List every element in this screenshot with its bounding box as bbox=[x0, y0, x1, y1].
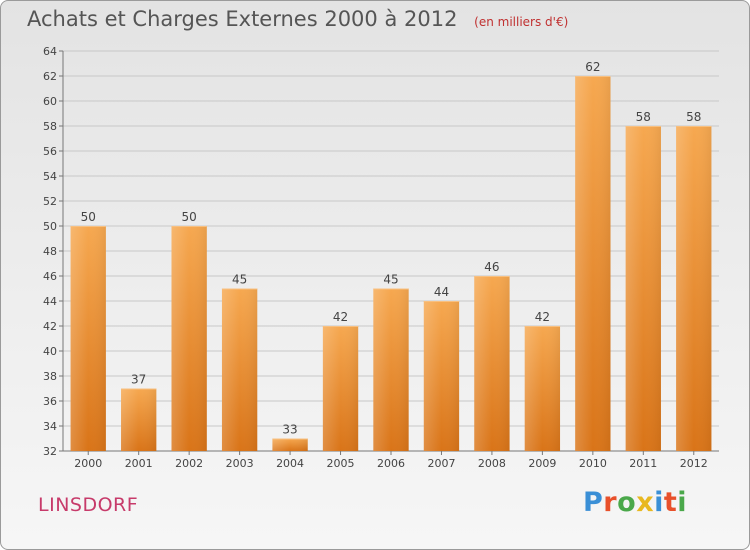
x-tick-label: 2007 bbox=[427, 457, 455, 470]
data-label: 58 bbox=[686, 110, 701, 124]
labels: 50 2000 37 2001 50 2002 45 2003 33 2004 42 2005 45 20… bbox=[74, 60, 708, 470]
bar-highlight bbox=[272, 438, 308, 451]
x-tick-label: 2004 bbox=[276, 457, 304, 470]
x-tick-label: 2000 bbox=[74, 457, 102, 470]
data-label: 45 bbox=[232, 273, 247, 287]
data-label: 45 bbox=[383, 273, 398, 287]
logo-letter: i bbox=[677, 487, 688, 518]
commune-name: LINSDORF bbox=[38, 494, 139, 516]
x-tick-label: 2009 bbox=[528, 457, 556, 470]
proxiti-logo[interactable]: Proxiti bbox=[583, 487, 687, 518]
x-tick-label: 2006 bbox=[377, 457, 405, 470]
data-label: 62 bbox=[585, 60, 600, 74]
x-tick-label: 2002 bbox=[175, 457, 203, 470]
bar-highlight bbox=[625, 126, 661, 451]
data-label: 33 bbox=[282, 423, 297, 437]
logo-letter: t bbox=[663, 487, 678, 518]
x-tick-label: 2003 bbox=[226, 457, 254, 470]
y-tick-label: 54 bbox=[43, 170, 57, 183]
bar-highlight bbox=[70, 226, 106, 451]
bar-highlight bbox=[474, 276, 510, 451]
y-tick-label: 64 bbox=[43, 45, 57, 58]
data-label: 44 bbox=[434, 285, 449, 299]
y-tick-label: 36 bbox=[43, 395, 57, 408]
y-tick-label: 46 bbox=[43, 270, 57, 283]
bar-highlight bbox=[676, 126, 712, 451]
y-tick-label: 58 bbox=[43, 120, 57, 133]
axes: 32 34 36 38 40 42 44 46 48 50 52 54 56 58 60 62 64 bbox=[43, 45, 719, 458]
logo-letter: P bbox=[583, 487, 604, 518]
bar-highlight bbox=[322, 326, 359, 451]
data-label: 50 bbox=[182, 210, 197, 224]
y-tick-label: 48 bbox=[43, 245, 57, 258]
y-tick-label: 56 bbox=[43, 145, 57, 158]
x-tick-label: 2010 bbox=[579, 457, 607, 470]
bar-highlight bbox=[524, 326, 561, 451]
chart-title: Achats et Charges Externes 2000 à 2012 (… bbox=[27, 7, 568, 31]
y-tick-label: 60 bbox=[43, 95, 57, 108]
data-label: 37 bbox=[131, 373, 146, 387]
bars bbox=[70, 76, 712, 451]
data-label: 46 bbox=[484, 260, 499, 274]
bar-highlight bbox=[423, 301, 460, 451]
data-label: 42 bbox=[535, 310, 550, 324]
y-tick-label: 50 bbox=[43, 220, 57, 233]
data-label: 50 bbox=[81, 210, 96, 224]
y-tick-label: 38 bbox=[43, 370, 57, 383]
logo-letter: i bbox=[654, 487, 664, 518]
chart-unit: (en milliers d'€) bbox=[474, 15, 569, 29]
data-label: 58 bbox=[636, 110, 651, 124]
logo-letter: x bbox=[636, 487, 655, 518]
bar-highlight bbox=[171, 226, 207, 451]
y-tick-label: 42 bbox=[43, 320, 57, 333]
y-tick-label: 40 bbox=[43, 345, 57, 358]
y-tick-label: 34 bbox=[43, 420, 57, 433]
y-tick-label: 52 bbox=[43, 195, 57, 208]
y-tick-label: 62 bbox=[43, 70, 57, 83]
bar-highlight bbox=[121, 388, 157, 451]
chart-title-text: Achats et Charges Externes 2000 à 2012 bbox=[27, 7, 458, 31]
x-tick-label: 2012 bbox=[680, 457, 708, 470]
logo-letter: r bbox=[603, 487, 618, 518]
x-tick-label: 2011 bbox=[629, 457, 657, 470]
data-label: 42 bbox=[333, 310, 348, 324]
y-tick-label: 32 bbox=[43, 445, 57, 458]
bar-highlight bbox=[221, 288, 258, 451]
y-tick-label: 44 bbox=[43, 295, 57, 308]
x-tick-label: 2008 bbox=[478, 457, 506, 470]
bar-highlight bbox=[373, 288, 409, 451]
logo-letter: o bbox=[617, 487, 637, 518]
bar-highlight bbox=[575, 76, 611, 451]
x-tick-label: 2001 bbox=[125, 457, 153, 470]
x-tick-label: 2005 bbox=[327, 457, 355, 470]
